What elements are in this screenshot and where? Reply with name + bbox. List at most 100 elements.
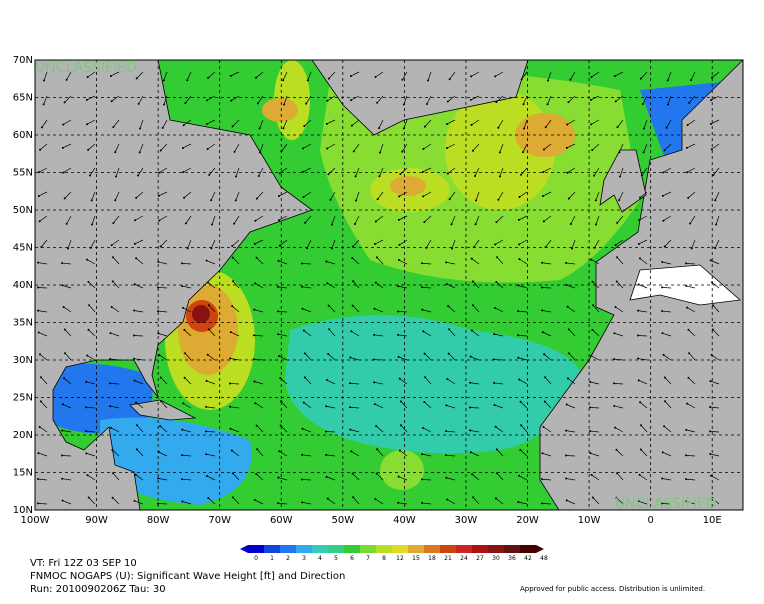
arrow-head	[207, 328, 210, 331]
arrow	[232, 257, 240, 265]
arrow	[447, 378, 456, 385]
arrow	[643, 119, 648, 129]
arrow-head	[182, 171, 185, 174]
arrow	[471, 473, 480, 481]
arrow	[325, 431, 336, 433]
arrow-head	[325, 405, 328, 408]
arrow	[637, 335, 648, 337]
arrow	[111, 306, 120, 313]
arrow	[445, 454, 456, 457]
arrow	[520, 449, 528, 457]
arrow	[85, 406, 96, 409]
arrow	[590, 355, 600, 361]
arrow	[110, 405, 120, 409]
arrow	[182, 454, 192, 457]
arrow	[687, 191, 696, 199]
lat-label: 50N	[13, 205, 33, 216]
arrow	[158, 310, 168, 313]
arrow	[374, 308, 384, 313]
arrow-head	[447, 305, 450, 308]
colorbar-label: 18	[428, 555, 436, 562]
colorbar-label: 42	[524, 555, 532, 562]
arrow-head	[133, 499, 136, 502]
arrow-head	[543, 353, 546, 356]
arrow-head	[397, 285, 400, 288]
arrow	[301, 263, 312, 265]
arrow	[38, 262, 48, 265]
arrow	[259, 119, 264, 129]
arrow-head	[590, 354, 593, 357]
arrow-head	[134, 473, 137, 476]
arrow-head	[133, 379, 136, 382]
arrow-head	[517, 218, 520, 221]
arrow-head	[666, 79, 669, 82]
arrow	[401, 143, 408, 152]
arrow	[61, 455, 72, 457]
arrow-head	[589, 406, 592, 409]
arrow	[667, 95, 672, 105]
arrow-head	[110, 305, 113, 308]
arrow	[256, 191, 264, 199]
arrow	[638, 380, 648, 385]
arrow-head	[567, 197, 570, 200]
region-orange	[262, 98, 298, 122]
arrow-head	[325, 475, 328, 478]
arrow-head	[423, 125, 426, 128]
arrow-head	[544, 126, 547, 129]
arrow	[375, 215, 384, 222]
arrow	[713, 167, 720, 176]
arrow	[304, 215, 312, 224]
arrow-head	[638, 257, 641, 260]
arrow	[518, 501, 528, 505]
arrow-head	[326, 147, 329, 150]
arrow-head	[594, 223, 597, 226]
arrow-head	[637, 309, 640, 312]
arrow	[446, 430, 456, 433]
arrow	[183, 119, 192, 126]
arrow	[328, 328, 336, 337]
arrow	[664, 401, 672, 409]
arrow-head	[541, 195, 544, 198]
arrow	[134, 310, 144, 313]
arrow	[542, 452, 552, 457]
arrow	[591, 474, 600, 481]
arrow-head	[86, 76, 89, 79]
arrow-head	[662, 171, 665, 174]
lat-label: 45N	[13, 243, 33, 254]
arrow	[160, 143, 168, 151]
arrow	[664, 143, 672, 151]
arrow-head	[616, 126, 619, 129]
arrow-head	[277, 333, 280, 336]
arrow-head	[61, 403, 64, 406]
colorbar-swatch	[328, 545, 344, 553]
arrow	[686, 403, 696, 409]
arrow-head	[134, 401, 137, 404]
arrow-head	[157, 194, 160, 197]
arrow	[663, 215, 672, 222]
arrow	[135, 402, 144, 409]
arrow-head	[469, 381, 472, 384]
arrow	[327, 95, 336, 102]
arrow	[664, 239, 672, 247]
colorbar-swatch	[312, 545, 328, 553]
arrow-head	[206, 281, 209, 284]
arrow	[565, 455, 576, 457]
arrow-head	[397, 310, 400, 313]
arrow-head	[135, 257, 138, 260]
arrow-head	[205, 122, 208, 125]
arrow	[543, 215, 552, 222]
arrow	[111, 239, 120, 246]
arrow-head	[61, 429, 64, 432]
arrow-head	[399, 173, 402, 176]
arrow-head	[471, 473, 474, 476]
arrow	[232, 239, 240, 247]
arrow	[303, 402, 312, 409]
arrow-head	[690, 79, 693, 82]
arrow-head	[709, 453, 712, 456]
arrow-head	[421, 478, 424, 481]
arrow	[424, 215, 432, 223]
arrow	[230, 331, 240, 337]
arrow-head	[662, 353, 665, 356]
arrow	[595, 215, 600, 225]
arrow-head	[565, 429, 568, 432]
